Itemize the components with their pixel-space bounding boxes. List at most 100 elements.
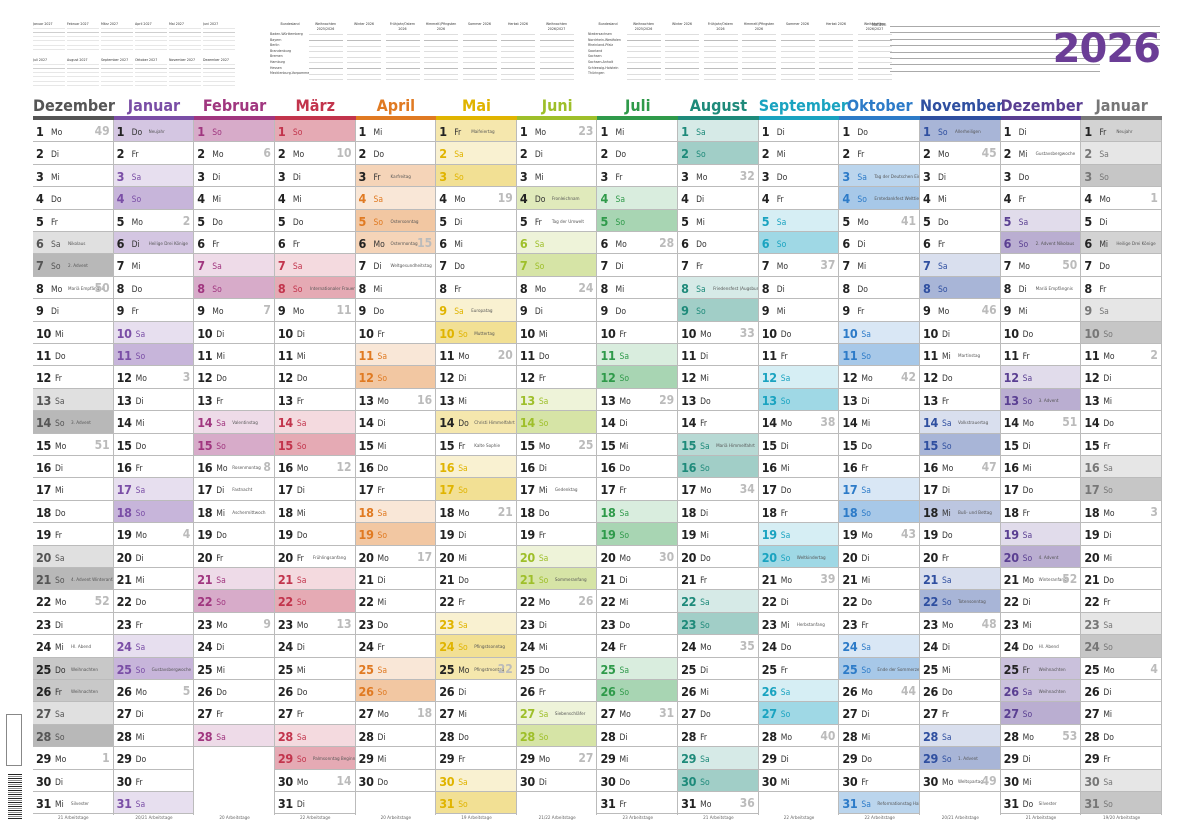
day-cell[interactable]: 23 Sa: [1081, 612, 1161, 636]
day-cell[interactable]: 10 Sa: [839, 321, 920, 344]
day-cell[interactable]: 8 Mi: [597, 277, 678, 300]
day-cell[interactable]: 14 Fr: [678, 411, 758, 434]
day-cell[interactable]: 1 So: [274, 120, 355, 143]
day-cell[interactable]: 17 Di: [274, 478, 355, 501]
day-cell[interactable]: 25 Sa: [355, 657, 436, 680]
day-cell[interactable]: 24 So: [1081, 635, 1161, 658]
day-cell[interactable]: 26 So: [355, 680, 436, 703]
day-cell[interactable]: 15 Do: [839, 434, 920, 456]
day-cell[interactable]: 28 Sa: [920, 724, 1000, 748]
day-cell[interactable]: 20 Do: [678, 546, 758, 568]
day-cell[interactable]: 15 Sa Mariä Himmelfahrt: [678, 433, 758, 456]
day-cell[interactable]: 22 Mi: [355, 590, 436, 613]
day-cell[interactable]: 26 Do: [920, 680, 1000, 703]
day-cell[interactable]: 16 Mo 12: [274, 456, 355, 479]
day-cell[interactable]: 19 Mo 4: [113, 523, 194, 546]
day-cell[interactable]: 18 Mi Buß- und Bettag: [920, 500, 1000, 524]
day-cell[interactable]: 9 Di: [516, 299, 597, 322]
day-cell[interactable]: 18 Sa: [597, 500, 678, 524]
day-cell[interactable]: 11 Sa: [597, 344, 678, 367]
day-cell[interactable]: 1 So Allerheiligen: [920, 120, 1000, 143]
day-cell[interactable]: 23 Mi: [1000, 613, 1081, 636]
day-cell[interactable]: 30 Sa: [1081, 769, 1161, 792]
day-cell[interactable]: 29 Fr: [436, 747, 516, 770]
day-cell[interactable]: 7 Mo 50: [1000, 254, 1081, 277]
day-cell[interactable]: 5 Do: [194, 210, 274, 232]
day-cell[interactable]: 30 Di: [33, 770, 113, 792]
day-cell[interactable]: 23 Mo 9: [194, 613, 274, 636]
day-cell[interactable]: 15 So: [194, 433, 274, 456]
day-cell[interactable]: 22 Do: [113, 590, 194, 613]
day-cell[interactable]: 12 Sa: [1000, 366, 1081, 389]
day-cell[interactable]: 26 Mo 5: [113, 680, 194, 703]
day-cell[interactable]: 4 Sa: [597, 187, 678, 210]
day-cell[interactable]: 22 So Totensonntag: [920, 590, 1000, 613]
day-cell[interactable]: 21 Do: [436, 568, 516, 591]
day-cell[interactable]: 10 Sa: [113, 321, 194, 344]
day-cell[interactable]: 3 Mi: [516, 165, 597, 188]
day-cell[interactable]: 5 So Ostersonntag: [355, 209, 436, 232]
day-cell[interactable]: 19 Do: [194, 523, 274, 546]
day-cell[interactable]: 19 Do: [920, 523, 1000, 546]
day-cell[interactable]: 25 Do: [516, 658, 597, 680]
day-cell[interactable]: 17 Fr: [355, 478, 436, 501]
day-cell[interactable]: 2 Sa: [436, 142, 516, 165]
day-cell[interactable]: 20 Sa: [33, 545, 113, 568]
day-cell[interactable]: 29 Fr: [1081, 747, 1161, 770]
day-cell[interactable]: 6 Fr: [194, 232, 274, 255]
day-cell[interactable]: 26 Do: [274, 680, 355, 703]
day-cell[interactable]: 9 Mi: [758, 299, 839, 322]
day-cell[interactable]: 14 Mi: [839, 411, 920, 434]
day-cell[interactable]: 20 Di: [113, 546, 194, 568]
day-cell[interactable]: 24 So Pfingstsonntag: [436, 635, 516, 658]
day-cell[interactable]: 2 Di: [33, 142, 113, 165]
day-cell[interactable]: 1 Mi: [597, 120, 678, 143]
day-cell[interactable]: 14 Mo 51: [1000, 411, 1081, 434]
day-cell[interactable]: 29 Do: [113, 747, 194, 770]
day-cell[interactable]: 6 Di Heilige Drei Könige: [113, 232, 194, 255]
day-cell[interactable]: 17 So: [1081, 478, 1161, 501]
day-cell[interactable]: 3 Fr Karfreitag: [355, 164, 436, 188]
day-cell[interactable]: 10 Do: [1000, 322, 1081, 344]
day-cell[interactable]: 9 Sa: [1081, 299, 1161, 322]
day-cell[interactable]: 14 Sa Valentinstag: [194, 411, 274, 434]
day-cell[interactable]: 31 So: [436, 792, 516, 815]
day-cell[interactable]: 22 Sa: [678, 590, 758, 613]
day-cell[interactable]: 27 Fr: [920, 702, 1000, 725]
day-cell[interactable]: 2 Mi Gustavsbergwoche: [1000, 142, 1081, 165]
day-cell[interactable]: 12 Mo 3: [113, 366, 194, 389]
day-cell[interactable]: 14 Di: [597, 411, 678, 434]
day-cell[interactable]: 19 Mi: [678, 523, 758, 546]
day-cell[interactable]: 5 Sa: [1000, 209, 1081, 232]
day-cell[interactable]: 26 Mi: [678, 680, 758, 703]
day-cell[interactable]: 6 Fr: [920, 232, 1000, 255]
day-cell[interactable]: 27 So: [1000, 702, 1081, 725]
day-cell[interactable]: 21 Di: [597, 568, 678, 591]
day-cell[interactable]: 29 Di: [758, 747, 839, 770]
day-cell[interactable]: 11 Mi: [194, 344, 274, 367]
day-cell[interactable]: 10 Do: [758, 322, 839, 344]
day-cell[interactable]: 2 Mo 10: [274, 142, 355, 165]
day-cell[interactable]: 1 Di: [758, 120, 839, 143]
day-cell[interactable]: 8 Mo 24: [516, 277, 597, 300]
day-cell[interactable]: 7 Mo 37: [758, 254, 839, 277]
day-cell[interactable]: 12 Do: [194, 366, 274, 389]
day-cell[interactable]: 19 Fr: [33, 523, 113, 546]
day-cell[interactable]: 6 Di: [839, 232, 920, 255]
day-cell[interactable]: 27 Mo 18: [355, 702, 436, 725]
day-cell[interactable]: 21 Mo 39: [758, 568, 839, 591]
day-cell[interactable]: 26 Di: [436, 680, 516, 703]
day-cell[interactable]: 31 Mo 36: [678, 792, 758, 815]
day-cell[interactable]: 29 Mi: [355, 747, 436, 770]
day-cell[interactable]: 16 Mi: [758, 456, 839, 479]
day-cell[interactable]: 24 Mo 35: [678, 635, 758, 658]
day-cell[interactable]: 16 Sa: [1081, 456, 1161, 479]
day-cell[interactable]: 16 Do: [597, 456, 678, 479]
day-cell[interactable]: 17 Fr: [597, 478, 678, 501]
day-cell[interactable]: 9 Do: [355, 299, 436, 322]
day-cell[interactable]: 22 So: [274, 590, 355, 613]
day-cell[interactable]: 16 Do: [355, 456, 436, 479]
day-cell[interactable]: 4 Di: [678, 187, 758, 210]
day-cell[interactable]: 19 Fr: [516, 523, 597, 546]
day-cell[interactable]: 7 So 2. Advent: [33, 254, 113, 277]
